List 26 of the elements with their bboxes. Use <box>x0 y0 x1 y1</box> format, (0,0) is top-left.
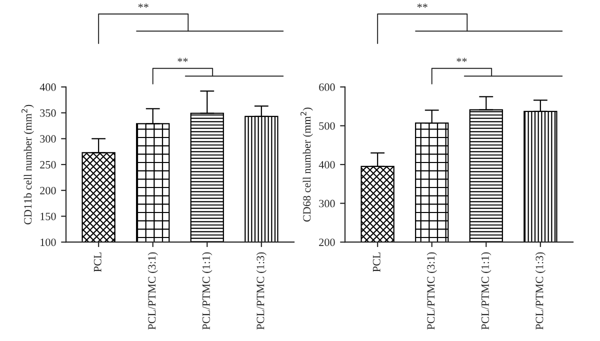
y-tick-label: 350 <box>40 109 56 117</box>
y-tick-label: 400 <box>40 83 56 91</box>
x-tick-label: PCL/PTMC (1:3) <box>535 252 546 330</box>
x-tick-label: PCL/PTMC (1:3) <box>256 252 266 330</box>
y-tick-label: 500 <box>319 122 335 130</box>
text: ** <box>417 4 428 8</box>
y-tick-label: 150 <box>40 212 56 220</box>
y-tick-label: 200 <box>319 238 335 246</box>
y-tick-label: 300 <box>40 135 56 143</box>
x-tick-label: PCL <box>372 252 380 272</box>
x-tick-label: PCL/PTMC (1:1) <box>202 252 212 330</box>
y-tick-label: 250 <box>40 161 56 168</box>
y-tick-label: 400 <box>318 161 335 168</box>
text: ** <box>178 58 188 62</box>
y-tick-label: 600 <box>319 83 335 91</box>
y-tick-label: 100 <box>40 238 56 246</box>
text: ** <box>138 4 148 8</box>
y-tick-label: 200 <box>40 186 56 194</box>
y-axis-title: CD68 cell number (mm$^{2}$) <box>300 108 313 222</box>
x-tick-label: PCL <box>94 252 102 272</box>
y-tick-label: 300 <box>319 200 335 208</box>
x-tick-label: PCL/PTMC (1:1) <box>481 252 492 330</box>
y-axis-title: CD11b cell number (mm$^{2}$) <box>22 104 34 224</box>
text: ** <box>456 58 467 62</box>
x-tick-label: PCL/PTMC (3:1) <box>148 252 158 330</box>
x-tick-label: PCL/PTMC (3:1) <box>426 252 437 330</box>
